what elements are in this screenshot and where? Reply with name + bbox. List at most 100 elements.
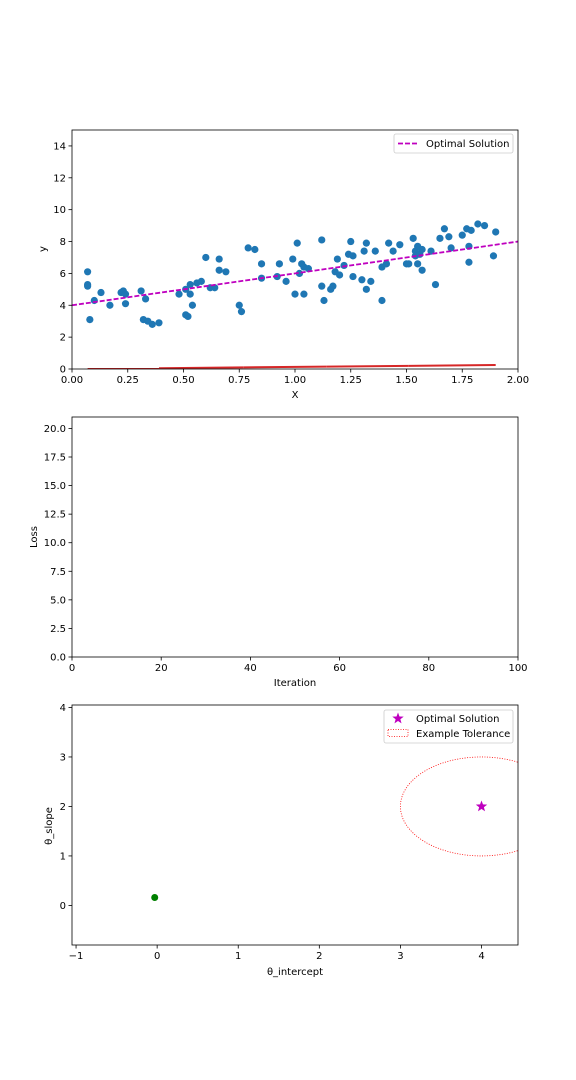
data-point — [300, 290, 308, 298]
x-tick-label: 1.00 — [284, 375, 306, 386]
data-point — [175, 290, 183, 298]
data-point — [244, 244, 252, 252]
data-point — [347, 237, 355, 246]
current-parameter-point — [151, 893, 159, 901]
data-point — [405, 260, 413, 268]
iteration-fit-segment — [326, 364, 409, 368]
data-point — [465, 258, 473, 266]
data-point — [293, 239, 301, 247]
data-point — [409, 234, 417, 242]
data-point — [184, 312, 192, 321]
x-ticks: 0.00 0.25 0.50 0.75 1.00 1.25 1.50 1.75 2.00 — [61, 369, 529, 386]
data-point — [489, 252, 498, 260]
legend-label-optimal: Optimal Solution — [426, 139, 509, 150]
legend-star-swatch — [392, 712, 404, 724]
x-tick-label: 0.25 — [117, 375, 139, 386]
y-tick-label: 2.5 — [50, 624, 66, 635]
y-tick-label: 2 — [60, 333, 66, 344]
data-point — [186, 290, 194, 298]
legend-tolerance-swatch — [387, 729, 409, 737]
y-tick-label: 0 — [60, 901, 66, 912]
x-tick-label: 0.00 — [61, 375, 83, 386]
x-tick-label: 2 — [316, 951, 322, 962]
x-ticks: 0 20 40 60 80 100 — [69, 657, 528, 674]
y-axis-label: Loss — [29, 526, 40, 548]
data-point — [90, 296, 98, 305]
y-axis-label: θ_slope — [44, 807, 55, 845]
data-point — [329, 282, 337, 290]
x-tick-label: 100 — [508, 663, 527, 674]
legend-box — [383, 709, 514, 744]
parameter-space-chart: −1 0 1 2 3 4 0 1 2 3 4 θ_intercept θ_slope Optima… — [44, 703, 519, 978]
optimal-solution-line — [72, 240, 518, 307]
data-point — [389, 247, 397, 255]
data-point — [349, 252, 357, 260]
data-point — [141, 295, 150, 303]
y-tick-label: 7.5 — [50, 567, 66, 578]
iteration-fit-segment — [408, 364, 496, 367]
data-point — [121, 300, 130, 308]
data-point — [336, 271, 344, 279]
y-axis-label: y — [38, 246, 49, 252]
x-tick-label: 1.25 — [340, 375, 362, 386]
y-tick-label: 6 — [60, 269, 66, 280]
data-point — [362, 239, 370, 247]
legend: Optimal Solution — [393, 133, 514, 154]
data-point — [188, 301, 197, 309]
x-tick-label: −1 — [69, 951, 84, 962]
data-point — [492, 228, 500, 236]
data-point — [378, 296, 386, 305]
plot-frame — [71, 704, 519, 946]
data-point — [257, 260, 266, 268]
y-tick-label: 4 — [60, 703, 66, 714]
x-tick-label: 80 — [422, 663, 435, 674]
data-point — [282, 277, 290, 285]
y-ticks: 0 1 2 3 4 — [60, 703, 72, 912]
data-point — [358, 276, 366, 284]
data-point — [447, 244, 455, 252]
x-tick-label: 1 — [235, 951, 241, 962]
data-point — [480, 222, 489, 230]
data-point — [396, 241, 404, 249]
data-point — [222, 268, 230, 276]
data-point — [360, 247, 368, 255]
iteration-fit-segment — [158, 366, 244, 369]
data-point — [414, 260, 422, 268]
data-point — [418, 266, 426, 274]
legend-label-optimal: Optimal Solution — [416, 714, 499, 725]
data-point — [367, 277, 375, 285]
data-point — [440, 225, 449, 233]
x-tick-label: 60 — [333, 663, 346, 674]
data-point — [318, 282, 326, 290]
data-point — [84, 280, 92, 289]
y-tick-label: 4 — [60, 301, 66, 312]
data-point — [458, 231, 466, 239]
x-tick-label: 1.50 — [395, 375, 417, 386]
x-tick-label: 1.75 — [451, 375, 473, 386]
data-point — [86, 316, 94, 324]
y-tick-label: 10.0 — [44, 538, 66, 549]
data-point — [186, 280, 194, 289]
data-points — [84, 220, 500, 328]
x-axis-label: Iteration — [274, 678, 316, 689]
x-tick-label: 4 — [478, 951, 484, 962]
y-ticks: 0.0 2.5 5.0 7.5 10.0 12.5 15.0 17.5 20.0 — [44, 424, 72, 664]
y-tick-label: 17.5 — [44, 453, 66, 464]
x-tick-label: 3 — [397, 951, 403, 962]
data-point — [385, 239, 393, 247]
data-point — [148, 320, 156, 328]
y-tick-label: 8 — [60, 237, 66, 248]
y-tick-label: 12.5 — [44, 510, 66, 521]
optimal-solution-star — [475, 800, 488, 812]
x-axis-label: X — [292, 390, 299, 401]
y-tick-label: 14 — [53, 141, 66, 152]
y-ticks: 0 2 4 6 8 10 12 14 — [53, 141, 72, 376]
data-point — [474, 220, 482, 228]
data-point — [418, 245, 426, 254]
legend-label-tolerance: Example Tolerance — [416, 729, 510, 740]
data-point — [251, 245, 259, 254]
x-tick-label: 0 — [69, 663, 75, 674]
data-point — [436, 234, 444, 242]
data-point — [235, 301, 243, 309]
